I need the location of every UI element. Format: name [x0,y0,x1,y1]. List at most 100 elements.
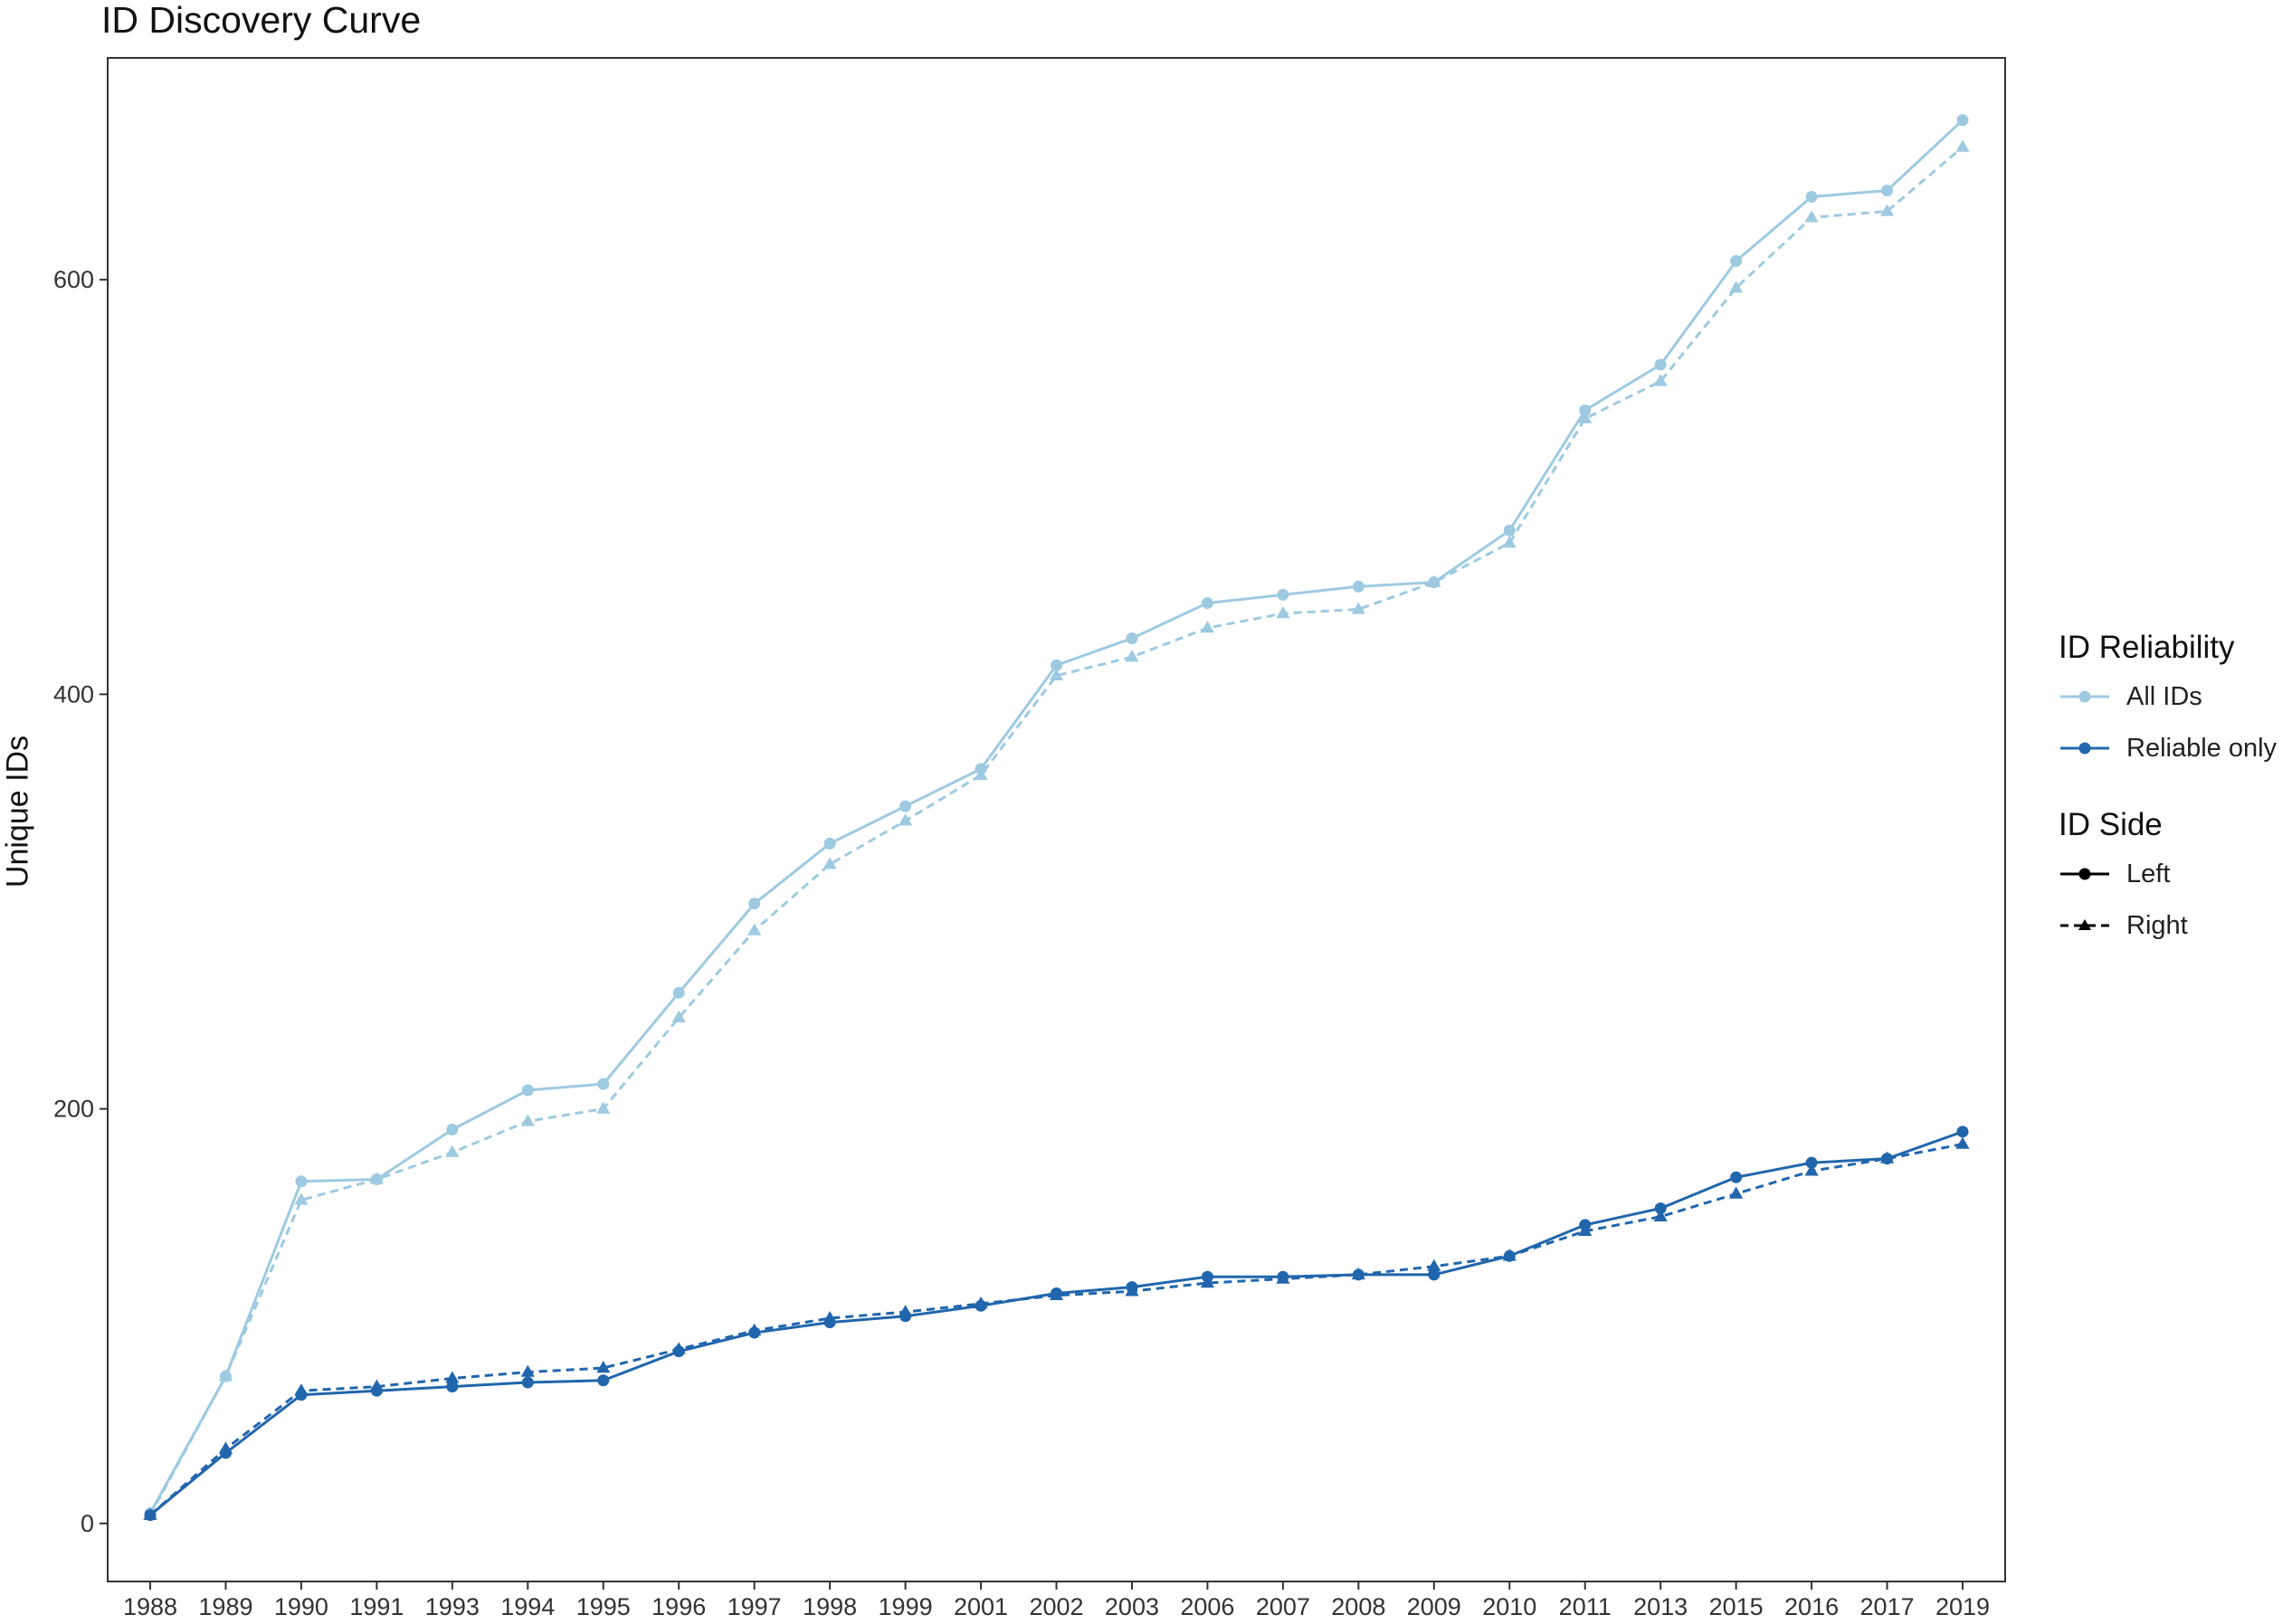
legend: ID Reliability All IDs Reliable only ID … [2059,624,2277,952]
plot-panel [107,57,2006,1582]
legend-item-left: Left [2059,849,2235,900]
x-tick-label: 1997 [728,1593,782,1620]
x-tick-label: 1998 [803,1593,857,1620]
data-point [521,1084,534,1097]
legend-key-left [2060,868,2109,880]
data-point [1427,1258,1441,1271]
data-point [672,986,685,999]
series-reliable-only-right [143,1136,1970,1520]
data-point [1879,1151,1895,1163]
data-point [1049,668,1064,680]
data-point [1125,1284,1139,1296]
data-point [445,1371,460,1383]
data-point [823,1311,837,1324]
data-point [1277,588,1289,601]
data-point [1125,650,1139,662]
data-point [294,1192,309,1205]
data-point [520,1114,535,1126]
data-point [1804,1163,1819,1176]
data-point [1653,1209,1668,1221]
x-tick-label: 2011 [1559,1593,1612,1620]
legend-item-right: Right [2059,900,2235,952]
legend-label-right: Right [2126,911,2188,940]
chart-title: ID Discovery Curve [101,0,422,41]
x-tick-label: 1994 [500,1593,555,1620]
x-tick-label: 1995 [576,1593,631,1620]
x-tick-label: 2010 [1482,1593,1536,1620]
data-point [295,1175,308,1188]
data-point [671,1342,686,1354]
legend-item-reliable-only: Reliable only [2059,723,2277,774]
series-all-ids-left [144,114,1969,1519]
data-point [748,897,761,910]
data-point [143,1507,157,1520]
x-tick-label: 2001 [954,1593,1008,1620]
x-tick-label: 1996 [651,1593,706,1620]
data-point [823,837,836,850]
x-tick-label: 2002 [1029,1593,1083,1620]
series-all-ids-right [143,139,1970,1520]
x-tick-label: 1989 [198,1593,252,1620]
data-point [1955,1136,1970,1149]
data-point [1956,1125,1969,1138]
data-point [1503,524,1516,537]
x-tick-label: 1990 [274,1593,328,1620]
y-tick-label: 400 [53,680,94,708]
x-tick-label: 2017 [1860,1593,1915,1620]
data-point [218,1441,233,1454]
data-point [446,1124,459,1136]
data-point [1502,536,1517,548]
data-point [1200,621,1215,633]
x-tick-label: 2013 [1633,1593,1688,1620]
data-point [1955,139,1970,152]
legend-label-left: Left [2126,859,2171,888]
x-tick-label: 2015 [1709,1593,1764,1620]
data-point [1051,659,1062,671]
data-point [1956,114,1969,127]
data-point [671,1010,686,1023]
data-point [1200,1276,1215,1288]
legend-key-right [2060,919,2109,930]
data-point [597,1374,610,1387]
data-point [1729,280,1744,293]
data-point [1729,1186,1744,1199]
legend-key-all-ids [2060,690,2109,703]
x-tick-label: 2016 [1784,1593,1839,1620]
data-point [369,1172,384,1184]
data-point [1654,1202,1667,1215]
x-tick-label: 1991 [349,1593,404,1620]
y-axis: 0 200 400 600 [53,266,108,1537]
data-point [1879,204,1895,216]
data-point [1805,191,1818,204]
y-tick-label: 0 [81,1510,94,1537]
legend-title-side: ID Side [2059,807,2163,842]
data-point [1881,185,1894,197]
data-point [1428,1268,1441,1281]
data-point [899,800,912,812]
data-point [1049,1287,1064,1301]
data-point [369,1379,384,1391]
x-tick-label: 1999 [879,1593,933,1620]
data-point [823,857,837,869]
data-point [1352,580,1365,593]
data-point [1351,1267,1365,1280]
y-tick-label: 200 [53,1096,94,1123]
data-point [898,1305,913,1317]
legend-item-all-ids: All IDs [2059,671,2235,723]
data-point [1578,411,1593,423]
x-tick-label: 2006 [1180,1593,1234,1620]
data-point [596,1101,611,1114]
x-tick-label: 2019 [1935,1593,1990,1620]
data-point [596,1361,611,1373]
data-point [898,813,913,826]
legend-title-reliability: ID Reliability [2059,630,2235,665]
x-tick-label: 2007 [1256,1593,1310,1620]
x-axis: 1988 1989 1990 1991 1993 1994 1995 1996 1997 1998… [123,1581,1990,1620]
x-tick-label: 1988 [123,1593,177,1620]
data-point [1276,606,1290,619]
data-point [1201,597,1213,610]
data-point [747,1323,762,1335]
x-tick-label: 1993 [425,1593,480,1620]
x-tick-label: 2003 [1105,1593,1159,1620]
